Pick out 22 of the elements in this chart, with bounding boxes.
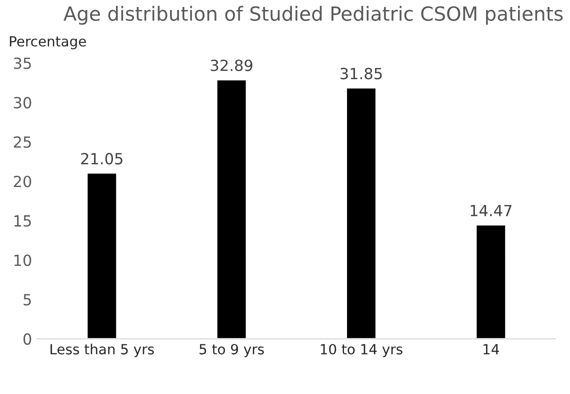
x-tick-label: 10 to 14 yrs bbox=[320, 344, 402, 358]
chart-title: Age distribution of Studied Pediatric CSOM patients bbox=[64, 6, 563, 25]
y-tick-label: 0 bbox=[23, 333, 32, 345]
x-tick-label: Less than 5 yrs bbox=[50, 344, 154, 358]
y-tick-label: 5 bbox=[24, 294, 31, 306]
bar bbox=[475, 224, 507, 339]
y-tick-label: 30 bbox=[14, 96, 32, 108]
data-label: 21.05 bbox=[81, 152, 122, 164]
y-tick-label: 25 bbox=[14, 136, 31, 148]
y-tick-label: 15 bbox=[14, 215, 31, 227]
x-tick-label: 14 bbox=[484, 344, 499, 354]
y-tick-label: 35 bbox=[14, 58, 31, 70]
bar bbox=[216, 78, 248, 339]
y-axis-title: Percentage bbox=[10, 36, 86, 50]
x-tick-label: 5 to 9 yrs bbox=[200, 344, 264, 358]
bar bbox=[86, 172, 118, 339]
data-label: 14.47 bbox=[470, 204, 512, 216]
y-tick-label: 10 bbox=[14, 254, 32, 266]
bar bbox=[346, 87, 377, 339]
data-label: 32.89 bbox=[210, 60, 252, 72]
data-label: 31.85 bbox=[340, 68, 382, 80]
y-tick-label: 20 bbox=[14, 176, 32, 188]
